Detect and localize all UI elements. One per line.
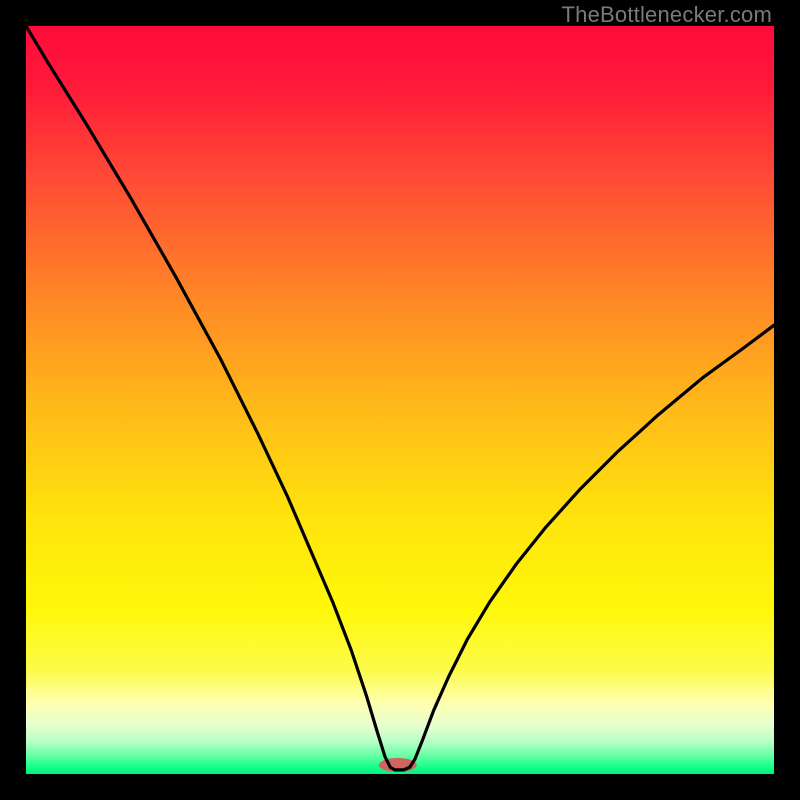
watermark-label: TheBottlenecker.com — [562, 2, 772, 28]
bottleneck-chart-container: TheBottlenecker.com — [0, 0, 800, 800]
chart-background — [26, 26, 774, 774]
bottleneck-chart — [0, 0, 800, 800]
